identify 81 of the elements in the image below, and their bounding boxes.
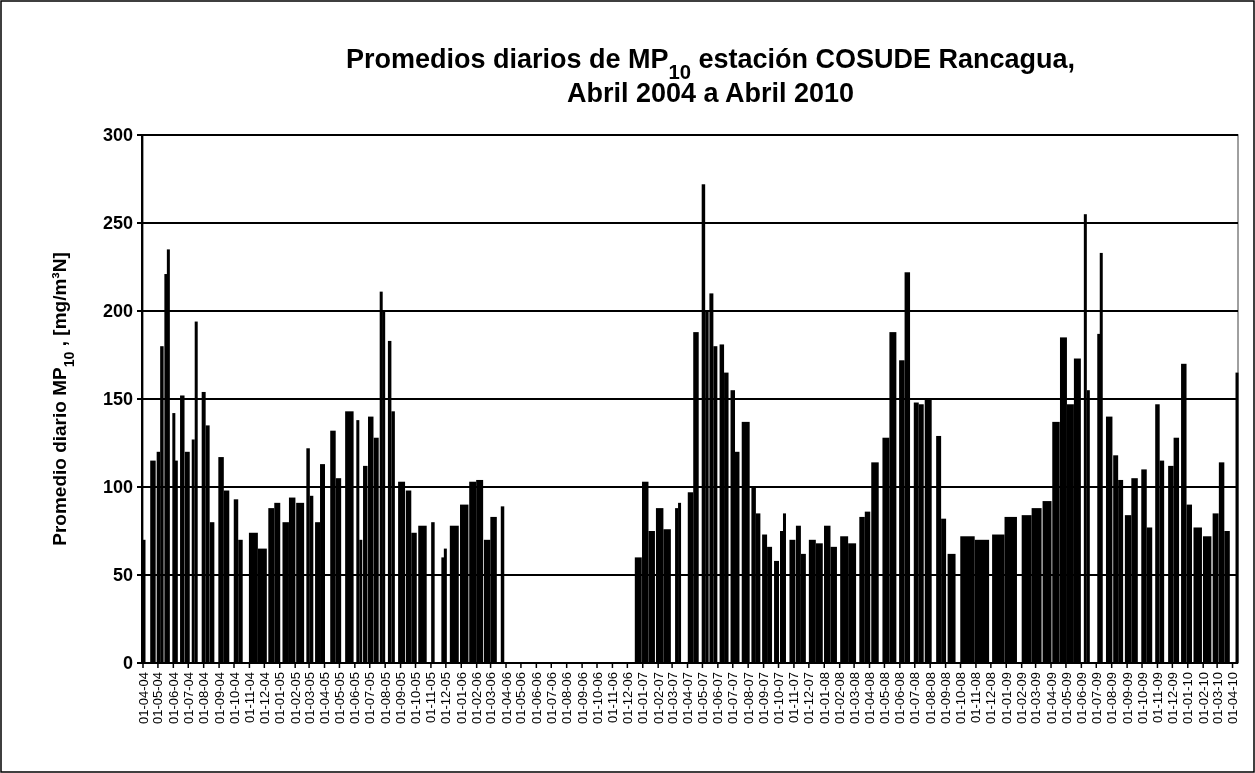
x-tick-label: 01-06-09 [1073, 672, 1089, 725]
x-tick-label: 01-05-09 [1058, 672, 1074, 725]
x-tick-label: 01-01-10 [1180, 672, 1196, 725]
x-tick-label: 01-08-06 [559, 672, 575, 725]
x-tick-label: 01-07-07 [725, 672, 741, 725]
x-tick-label: 01-10-09 [1134, 672, 1150, 725]
x-tick-label: 01-09-05 [393, 672, 409, 725]
x-tick-label: 01-01-05 [272, 672, 288, 725]
x-tick-label: 01-02-06 [469, 672, 485, 725]
x-tick-label: 01-10-04 [226, 672, 242, 725]
x-tick-label: 01-03-06 [483, 672, 499, 725]
x-tick-label: 01-12-08 [983, 672, 999, 725]
x-tick-label: 01-03-08 [846, 672, 862, 725]
y-tick-label: 100 [102, 477, 133, 498]
x-tick-label: 01-06-05 [347, 672, 363, 725]
x-tick-label: 01-04-08 [862, 672, 878, 725]
y-tick-label: 250 [102, 213, 133, 234]
x-tick-label: 01-02-08 [832, 672, 848, 725]
x-tick-label: 01-05-08 [876, 672, 892, 725]
x-tick-label: 01-12-06 [619, 672, 635, 725]
x-tick-label: 01-08-05 [377, 672, 393, 725]
x-tick-label: 01-01-08 [816, 672, 832, 725]
x-tick-label: 01-09-08 [938, 672, 954, 725]
x-tick-label: 01-10-07 [771, 672, 787, 725]
chart-title: Promedios diarios de MP$_{10}$ estación COSUDE Rancagua, Abril 2004 a Abril 2010 [345, 44, 1076, 108]
x-tick-label: 01-09-09 [1119, 672, 1135, 725]
x-tick-label: 01-04-04 [135, 672, 151, 725]
x-tick-label: 01-05-07 [694, 672, 710, 725]
x-tick-label: 01-02-05 [287, 672, 303, 725]
x-tick-label: 01-03-05 [301, 672, 317, 725]
x-tick-label: 01-11-05 [423, 672, 439, 724]
x-tick-label: 01-02-09 [1014, 672, 1030, 725]
x-tick-label: 01-09-04 [211, 672, 227, 725]
x-tick-label: 01-07-08 [907, 672, 923, 725]
x-tick-label: 01-04-09 [1043, 672, 1059, 725]
x-tick-label: 01-09-06 [574, 672, 590, 725]
x-tick-label: 01-09-07 [756, 672, 772, 725]
x-tick-label: 01-03-09 [1028, 672, 1044, 725]
x-tick-label: 01-01-07 [635, 672, 651, 725]
x-tick-label: 01-01-09 [998, 672, 1014, 725]
y-tick-label: 300 [102, 125, 133, 146]
x-tick-label: 01-07-05 [362, 672, 378, 725]
x-tick-label: 01-03-10 [1209, 672, 1225, 725]
x-tick-label: 01-11-06 [604, 672, 620, 724]
x-tick-label: 01-10-05 [408, 672, 424, 725]
x-tick-label: 01-07-04 [180, 672, 196, 725]
x-tick-label: 01-07-09 [1088, 672, 1104, 725]
y-tick-label: 0 [122, 653, 133, 674]
x-tick-label: 01-06-08 [892, 672, 908, 725]
x-tick-label: 01-07-06 [543, 672, 559, 725]
y-tick-label: 150 [102, 389, 133, 410]
x-tick-label: 01-08-07 [740, 672, 756, 725]
x-tick-label: 01-04-06 [498, 672, 514, 725]
x-tick-label: 01-04-07 [680, 672, 696, 725]
x-tick-label: 01-08-04 [196, 672, 212, 725]
x-tick-label: 01-11-09 [1149, 672, 1165, 724]
x-tick-label: 01-04-05 [317, 672, 333, 725]
x-tick-label: 01-12-07 [801, 672, 817, 725]
x-tick-label: 01-11-08 [968, 672, 984, 724]
x-tick-label: 01-05-06 [513, 672, 529, 725]
y-tick-label: 200 [102, 301, 133, 322]
x-tick-label: 01-04-10 [1225, 672, 1241, 725]
x-tick-label: 01-05-05 [331, 672, 347, 725]
x-tick-label: 01-08-08 [922, 672, 938, 725]
x-tick-label: 01-12-05 [438, 672, 454, 725]
x-tick-label: 01-10-08 [953, 672, 969, 725]
x-tick-label: 01-02-07 [650, 672, 666, 725]
x-tick-label: 01-01-06 [453, 672, 469, 725]
x-tick-label: 01-06-04 [165, 672, 181, 725]
x-tick-label: 01-05-04 [150, 672, 166, 725]
x-tick-label: 01-03-07 [664, 672, 680, 725]
x-tick-label: 01-06-06 [528, 672, 544, 725]
y-tick-label: 50 [112, 565, 133, 586]
x-tick-label: 01-12-09 [1164, 672, 1180, 725]
x-tick-label: 01-12-04 [256, 672, 272, 725]
x-tick-label: 01-06-07 [710, 672, 726, 725]
x-tick-label: 01-11-07 [786, 672, 802, 724]
x-tick-label: 01-02-10 [1195, 672, 1211, 725]
x-tick-label: 01-08-09 [1104, 672, 1120, 725]
x-tick-label: 01-10-06 [589, 672, 605, 725]
x-tick-label: 01-11-04 [241, 672, 257, 724]
